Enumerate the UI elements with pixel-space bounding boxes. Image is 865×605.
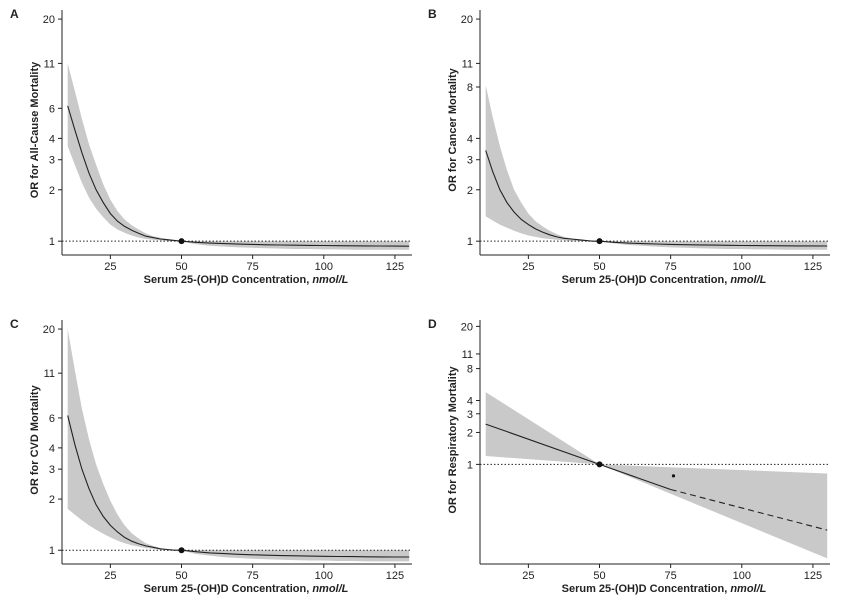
panel-d-x-tick-label: 125 <box>804 570 822 582</box>
panel-a-y-tick-label: 4 <box>49 133 55 145</box>
panel-d-letter: D <box>428 317 437 331</box>
panel-d-y-tick-label: 3 <box>467 409 473 421</box>
panel-c-y-tick-label: 3 <box>49 464 55 476</box>
panel-c-x-tick-label: 100 <box>315 570 333 582</box>
panel-b-x-axis-label: Serum 25-(OH)D Concentration, nmol/L <box>562 274 767 286</box>
panel-a-reference-point <box>178 238 185 245</box>
panel-d-y-axis-label: OR for Respiratory Mortality <box>447 365 459 513</box>
panel-b-x-tick-label: 100 <box>733 261 751 273</box>
panel-b-y-tick-label: 2 <box>467 185 473 197</box>
panel-b-y-tick-label: 11 <box>462 58 473 70</box>
panel-c-y-tick-label: 11 <box>44 368 55 380</box>
panel-c-reference-point <box>178 547 185 554</box>
panel-d-x-tick-label: 50 <box>593 570 605 582</box>
panel-a-y-tick-label: 20 <box>43 14 55 26</box>
panel-d-y-tick-label: 11 <box>462 349 473 361</box>
panel-c-y-tick-label: 20 <box>43 324 55 336</box>
panel-b-reference-point <box>596 238 603 245</box>
panel-d-y-tick-label: 4 <box>467 396 473 408</box>
panel-c-ci-band <box>67 329 410 562</box>
panel-b-letter: B <box>428 7 437 21</box>
panel-d: D OR for Respiratory Mortality Serum 25-… <box>428 317 830 595</box>
panel-d-or-curve-dashed <box>670 488 828 531</box>
panel-b-y-tick-label: 1 <box>467 236 473 248</box>
panel-c-y-tick-label: 2 <box>49 494 55 506</box>
panel-a-y-tick-label: 1 <box>49 236 55 248</box>
panel-a-y-axis-label: OR for All-Cause Mortality <box>29 61 41 198</box>
panel-c-x-tick-label: 125 <box>386 570 404 582</box>
panel-c-y-tick-label: 4 <box>49 443 55 455</box>
panel-d-y-tick-label: 2 <box>467 427 473 439</box>
panel-a-x-tick-label: 25 <box>104 261 116 273</box>
panel-a-x-tick-label: 100 <box>315 261 333 273</box>
panel-d-x-tick-label: 75 <box>665 570 677 582</box>
panel-c-x-tick-label: 75 <box>247 570 259 582</box>
panel-b-y-tick-label: 3 <box>467 155 473 167</box>
panel-a-letter: A <box>10 7 19 21</box>
panel-d-data-point <box>671 474 676 478</box>
panel-d-y-tick-label: 8 <box>467 364 473 376</box>
panel-d-reference-point <box>596 461 603 468</box>
panel-b-y-tick-label: 20 <box>461 14 473 26</box>
panel-b-y-axis-label: OR for Cancer Mortality <box>447 67 459 191</box>
panel-a-y-tick-label: 3 <box>49 155 55 167</box>
panel-b-y-tick-label: 4 <box>467 133 473 145</box>
panel-d-x-tick-label: 100 <box>733 570 751 582</box>
panel-a-y-tick-label: 6 <box>49 103 55 115</box>
panel-a-x-axis-label: Serum 25-(OH)D Concentration, nmol/L <box>144 274 349 286</box>
panel-c-y-tick-label: 1 <box>49 545 55 557</box>
panel-c-x-axis-label: Serum 25-(OH)D Concentration, nmol/L <box>144 583 349 595</box>
panel-c-y-tick-label: 6 <box>49 413 55 425</box>
panel-c-letter: C <box>10 317 19 331</box>
panel-d-x-tick-label: 25 <box>522 570 534 582</box>
panel-a-y-tick-label: 2 <box>49 185 55 197</box>
panel-b-x-tick-label: 50 <box>593 261 605 273</box>
panel-b-x-tick-label: 25 <box>522 261 534 273</box>
panel-b: B OR for Cancer Mortality Serum 25-(OH)D… <box>428 7 830 286</box>
panel-b-x-tick-label: 125 <box>804 261 822 273</box>
panel-b-y-tick-label: 8 <box>467 82 473 94</box>
panel-b-ci-band <box>485 85 828 250</box>
panel-d-y-tick-label: 1 <box>467 459 473 471</box>
panel-d-x-axis-label: Serum 25-(OH)D Concentration, nmol/L <box>562 583 767 595</box>
panel-a-y-tick-label: 11 <box>44 58 55 70</box>
panel-a-x-tick-label: 50 <box>175 261 187 273</box>
panel-c-x-tick-label: 25 <box>104 570 116 582</box>
panel-d-y-tick-label: 20 <box>461 321 473 333</box>
panel-b-x-tick-label: 75 <box>665 261 677 273</box>
panel-c-y-axis-label: OR for CVD Mortality <box>29 384 41 494</box>
panel-c: C OR for CVD Mortality Serum 25-(OH)D Co… <box>10 317 412 595</box>
panel-a-x-tick-label: 75 <box>247 261 259 273</box>
panel-d-ci-band <box>485 392 828 559</box>
panel-a-x-tick-label: 125 <box>386 261 404 273</box>
panel-c-x-tick-label: 50 <box>175 570 187 582</box>
panel-a: A OR for All-Cause Mortality Serum 25-(O… <box>10 7 412 286</box>
